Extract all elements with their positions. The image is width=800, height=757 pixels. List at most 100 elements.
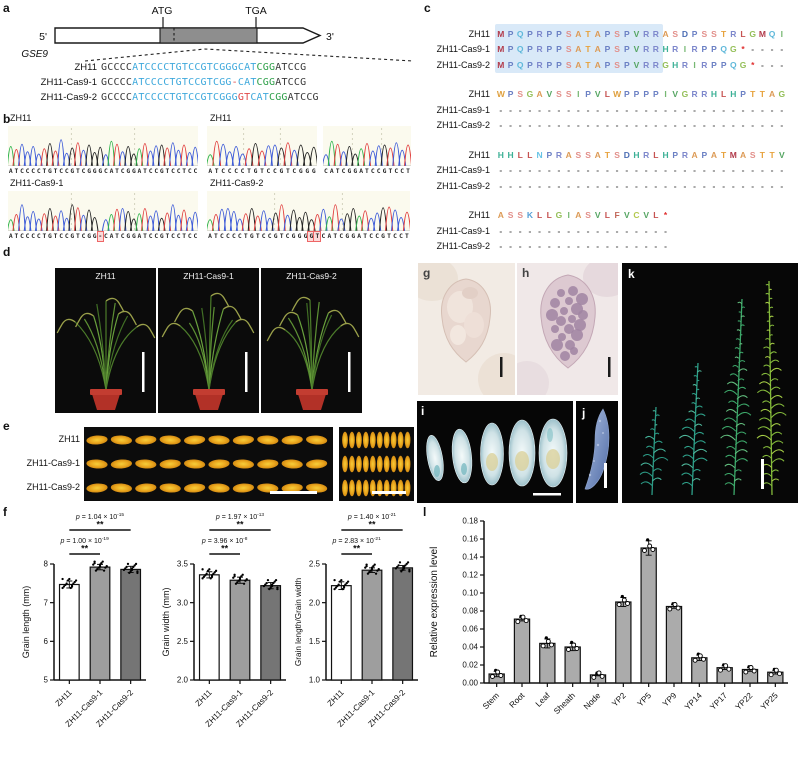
svg-text:YP17: YP17 <box>708 690 730 712</box>
chromatogram-trace <box>323 126 411 166</box>
svg-text:Leaf: Leaf <box>533 690 552 709</box>
svg-text:2.5: 2.5 <box>309 560 321 569</box>
chromatogram-label: ZH11 <box>210 113 232 123</box>
svg-text:p = 1.00 × 10-19: p = 1.00 × 10-19 <box>60 536 110 545</box>
alignment-row: ZH11 M P Q P R P P S A T A P S P V R R A S D P S S T R L G M Q I <box>468 28 783 39</box>
scale-bar <box>533 493 561 496</box>
panel-label-k: k <box>628 267 635 281</box>
panel-label-i: i <box>421 404 425 418</box>
svg-text:ZH11: ZH11 <box>194 688 214 708</box>
gene-name: GSE9 <box>21 49 48 60</box>
chromatogram-label: ZH11-Cas9-2 <box>210 178 264 188</box>
svg-text:p = 1.04 × 10-15: p = 1.04 × 10-15 <box>75 512 125 521</box>
svg-text:0.02: 0.02 <box>462 661 478 670</box>
alignment-row: ZH11 W P S G A V S S I P V L W P P P P I V G R R H L H P T T A G <box>468 89 786 100</box>
svg-text:Node: Node <box>581 690 602 711</box>
svg-text:p = 2.83 × 10-21: p = 2.83 × 10-21 <box>332 536 382 545</box>
histology-section-insitu <box>517 263 618 395</box>
svg-text:**: ** <box>353 544 361 554</box>
svg-text:**: ** <box>81 544 89 554</box>
histology-section-control <box>418 263 515 395</box>
panel-label-f: f <box>3 505 7 519</box>
svg-text:**: ** <box>368 520 376 530</box>
svg-text:2.0: 2.0 <box>309 598 321 607</box>
atg-label: ATG <box>152 5 173 17</box>
dna-seq-row: ZH11 GCCCCATCCCCTGTCCGTCGGGCATCGGATCCG <box>74 62 307 73</box>
svg-text:1.0: 1.0 <box>309 676 321 685</box>
svg-text:0.14: 0.14 <box>462 553 478 562</box>
svg-text:0.12: 0.12 <box>462 571 478 580</box>
svg-text:0.18: 0.18 <box>462 517 478 526</box>
panel-label-c: c <box>424 1 431 15</box>
grain-photo-panel <box>84 427 414 501</box>
dna-seq-row: ZH11-Cas9-2 GCCCCATCCCCTGTCCGTCGGGGTCATCG… <box>40 92 319 103</box>
svg-text:0.04: 0.04 <box>462 643 478 652</box>
grain-row-label-zh11: ZH11 <box>58 434 80 444</box>
svg-text:YP5: YP5 <box>635 690 653 708</box>
svg-text:YP25: YP25 <box>758 690 780 712</box>
alignment-row: ZH11-Cas9-1- - - - - - - - - - - - - - - - - - - - - - - - - - - - -… <box>436 165 784 176</box>
svg-text:YP22: YP22 <box>733 690 755 712</box>
panel-c-alignment: ZH11 M P Q P R P P S A T A P S P V R R A S D P S S T R L G M Q I ZH11-C… <box>420 0 800 268</box>
svg-text:6: 6 <box>44 637 49 646</box>
svg-text:5: 5 <box>44 676 49 685</box>
svg-text:7: 7 <box>44 598 49 607</box>
alignment-row: ZH11-Cas9-2- - - - - - - - - - - - - - - - - - <box>436 241 667 252</box>
svg-text:0.00: 0.00 <box>462 679 478 688</box>
alignment-row: ZH11 A S S K L L G I A S V L F V C V L * <box>468 210 668 221</box>
scale-bar <box>500 357 503 377</box>
svg-text:8: 8 <box>44 560 49 569</box>
svg-text:p = 1.40 × 10-21: p = 1.40 × 10-21 <box>347 512 397 521</box>
svg-text:0.10: 0.10 <box>462 589 478 598</box>
panicle-series-photo <box>622 263 798 503</box>
panel-a-sequences: ZH11 GCCCCATCCCCTGTCCGTCGGGCATCGGATCCG ZH1… <box>0 62 420 112</box>
dna-seq-row: ZH11-Cas9-1 GCCCCATCCCCTGTCCGTCGG-CATCGGA… <box>40 77 307 88</box>
panel-label-h: h <box>522 266 530 280</box>
cds-box <box>159 27 258 44</box>
three-prime-label: 3' <box>326 31 334 43</box>
alignment-row: ZH11-Cas9-2 M P Q P R P P S A T A P S P V R R G H R I R P P Q G * - -… <box>436 59 784 70</box>
panel-label-e: e <box>3 419 10 433</box>
svg-text:3.5: 3.5 <box>177 560 189 569</box>
young-panicle-photo <box>576 401 618 503</box>
svg-text:Relative expression level: Relative expression level <box>429 547 440 658</box>
alignment-row: ZH11-Cas9-2- - - - - - - - - - - - - - - - - - - - - - - - - - - - -… <box>436 180 784 191</box>
plant-photo-zh11 <box>55 268 156 413</box>
alignment-row: ZH11-Cas9-2- - - - - - - - - - - - - - - - - - - - - - - - - - - - -… <box>436 120 784 131</box>
chromatogram-trace <box>207 191 410 231</box>
chromatogram-label: ZH11-Cas9-1 <box>10 178 64 188</box>
svg-text:1.5: 1.5 <box>309 637 321 646</box>
plant-label-cas9-1: ZH11-Cas9-1 <box>183 271 234 281</box>
chromatogram-trace <box>207 126 317 166</box>
svg-text:**: ** <box>96 520 104 530</box>
panel-label-d: d <box>3 245 11 259</box>
svg-text:Grain length/Grain width: Grain length/Grain width <box>294 577 303 666</box>
svg-text:YP2: YP2 <box>610 690 628 708</box>
panel-label-b: b <box>3 112 11 126</box>
svg-text:0.16: 0.16 <box>462 535 478 544</box>
panel-label-a: a <box>3 1 10 15</box>
svg-text:**: ** <box>236 520 244 530</box>
svg-text:0.08: 0.08 <box>462 607 478 616</box>
chromatogram-trace <box>8 126 198 166</box>
scale-bar <box>608 357 611 377</box>
panel-label-j: j <box>582 406 586 420</box>
panel-b-chromatograms: ZH11 A T C C C C T G T C C G T C G G G C A T C G G A T C C G T C C T C C ZH… <box>0 0 420 250</box>
svg-text:p = 1.97 × 10-13: p = 1.97 × 10-13 <box>215 512 265 521</box>
svg-text:YP9: YP9 <box>660 690 678 708</box>
svg-text:ZH11: ZH11 <box>326 688 346 708</box>
svg-text:Root: Root <box>507 690 527 710</box>
alignment-row: ZH11-Cas9-1- - - - - - - - - - - - - - - - - - <box>436 225 667 236</box>
svg-text:2.0: 2.0 <box>177 676 189 685</box>
svg-text:Grain length (mm): Grain length (mm) <box>21 586 31 659</box>
svg-text:2.5: 2.5 <box>177 637 189 646</box>
zoom-dashed-line <box>84 48 414 62</box>
svg-text:ZH11: ZH11 <box>54 688 74 708</box>
svg-text:p = 3.96 × 10-8: p = 3.96 × 10-8 <box>201 536 248 545</box>
svg-text:3.0: 3.0 <box>177 598 189 607</box>
chromatogram-trace <box>8 191 198 231</box>
